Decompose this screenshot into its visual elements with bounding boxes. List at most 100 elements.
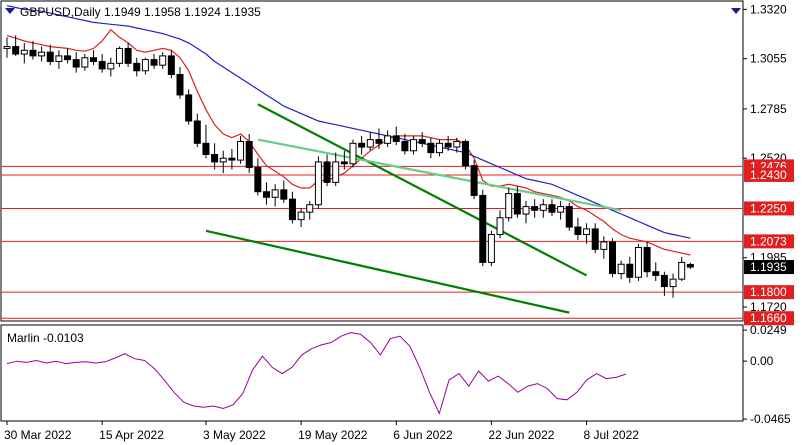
- price-tick-label-0: 1.3320: [750, 2, 787, 16]
- candle-body-31: [271, 189, 279, 198]
- candle-body-38: [332, 161, 340, 183]
- time-tick-label-5: 22 Jun 2022: [488, 428, 554, 442]
- candle-body-35: [306, 204, 314, 213]
- candle-body-49: [427, 142, 435, 154]
- candle-body-19: [167, 55, 175, 75]
- candle-body-74: [643, 247, 651, 273]
- candle-body-53: [461, 140, 469, 167]
- time-tick-label-2: 3 May 2022: [203, 428, 266, 442]
- price-tick-label-2: 1.2785: [750, 102, 787, 116]
- candle-body-14: [124, 47, 132, 64]
- candle-body-6: [55, 55, 63, 62]
- candle-body-32: [280, 189, 288, 200]
- candle-body-10: [90, 57, 97, 62]
- candles: [3, 35, 694, 298]
- level-badge-label-5: 1.1660: [750, 311, 787, 325]
- candle-body-22: [193, 120, 201, 144]
- candle-body-18: [159, 55, 167, 66]
- candle-body-52: [453, 140, 461, 148]
- fast-ma-line: [6, 28, 691, 256]
- trend-line-2: [257, 138, 622, 212]
- candle-body-47: [410, 139, 418, 152]
- chart-title: GBPUSD,Daily 1.1949 1.1958 1.1924 1.1935: [20, 5, 261, 19]
- indicator-dropdown-icon[interactable]: [5, 8, 15, 14]
- candle-body-46: [401, 140, 409, 152]
- candle-body-44: [384, 135, 392, 144]
- candle-body-29: [254, 167, 262, 193]
- candle-body-34: [297, 211, 305, 221]
- candle-body-26: [228, 157, 236, 161]
- chart-shift-icon[interactable]: [731, 8, 741, 14]
- horizontal-levels: [1, 165, 743, 319]
- candle-body-21: [185, 94, 193, 122]
- time-tick-label-0: 30 Mar 2022: [4, 428, 72, 442]
- candle-body-0: [3, 46, 11, 49]
- candle-body-17: [150, 59, 158, 66]
- candle-body-25: [219, 157, 227, 163]
- candle-body-30: [263, 191, 270, 198]
- time-axis: 30 Mar 2022 15 Apr 2022 3 May 2022 19 May 2…: [4, 421, 639, 442]
- candle-body-43: [375, 139, 383, 144]
- candle-body-64: [557, 206, 565, 213]
- candle-body-71: [617, 263, 625, 275]
- marlin-line: [6, 331, 627, 415]
- candle-body-66: [574, 226, 582, 235]
- candle-body-24: [211, 153, 219, 163]
- candle-body-76: [660, 274, 668, 288]
- candle-body-2: [20, 49, 28, 55]
- candle-body-4: [38, 51, 46, 57]
- slow-ma-line: [6, 5, 691, 239]
- candle-body-77: [669, 278, 677, 288]
- level-badge-1: [744, 167, 794, 182]
- price-panel: GBPUSD,Daily 1.1949 1.1958 1.1924 1.1935: [0, 0, 744, 322]
- level-badge-5: [744, 311, 794, 326]
- price-panel-frame: [0, 0, 744, 322]
- trend-line-1: [205, 229, 570, 314]
- level-badge-4: [744, 285, 794, 300]
- candle-body-78: [678, 261, 686, 280]
- candle-body-45: [392, 135, 400, 142]
- current-price-badge: [744, 260, 794, 275]
- candle-body-33: [288, 198, 296, 221]
- candle-body-41: [358, 142, 366, 148]
- time-tick-label-3: 19 May 2022: [298, 428, 368, 442]
- candle-body-75: [652, 271, 660, 276]
- candle-body-5: [46, 51, 54, 62]
- candle-body-69: [600, 241, 608, 250]
- candle-body-73: [634, 247, 642, 278]
- candle-body-27: [237, 140, 245, 161]
- candle-body-50: [436, 142, 443, 154]
- candle-body-60: [522, 206, 530, 215]
- candle-body-59: [513, 193, 521, 215]
- price-tick-label-5: 1.1720: [750, 300, 787, 314]
- candle-body-36: [314, 161, 322, 206]
- candle-body-61: [531, 206, 539, 211]
- trend-line-0: [257, 103, 588, 277]
- time-tick-label-6: 8 Jul 2022: [584, 428, 640, 442]
- level-badge-label-4: 1.1800: [750, 285, 787, 299]
- time-tick-label-4: 6 Jun 2022: [393, 428, 453, 442]
- candle-body-16: [141, 59, 149, 72]
- oscillator-panel-frame: [0, 324, 744, 422]
- candle-body-15: [133, 62, 141, 72]
- candle-body-79: [686, 263, 694, 268]
- candle-body-70: [609, 241, 616, 275]
- candle-body-13: [115, 47, 123, 64]
- candle-body-23: [202, 142, 210, 155]
- osc-tick-label-2: -0.0465: [750, 412, 791, 426]
- oscillator-panel: Marlin -0.0103: [0, 324, 744, 422]
- time-tick-label-1: 15 Apr 2022: [99, 428, 164, 442]
- oscillator-line: [6, 331, 627, 415]
- candle-body-65: [565, 206, 573, 228]
- level-badge-3: [744, 234, 794, 249]
- current-price-label: 1.1935: [750, 260, 787, 274]
- candle-body-1: [12, 46, 20, 55]
- candle-body-8: [72, 59, 80, 68]
- price-tick-label-1: 1.3055: [750, 52, 787, 66]
- candle-body-62: [539, 204, 547, 211]
- level-badge-2: [744, 201, 794, 216]
- level-badge-label-1: 1.2430: [750, 168, 787, 182]
- candle-body-12: [107, 62, 115, 70]
